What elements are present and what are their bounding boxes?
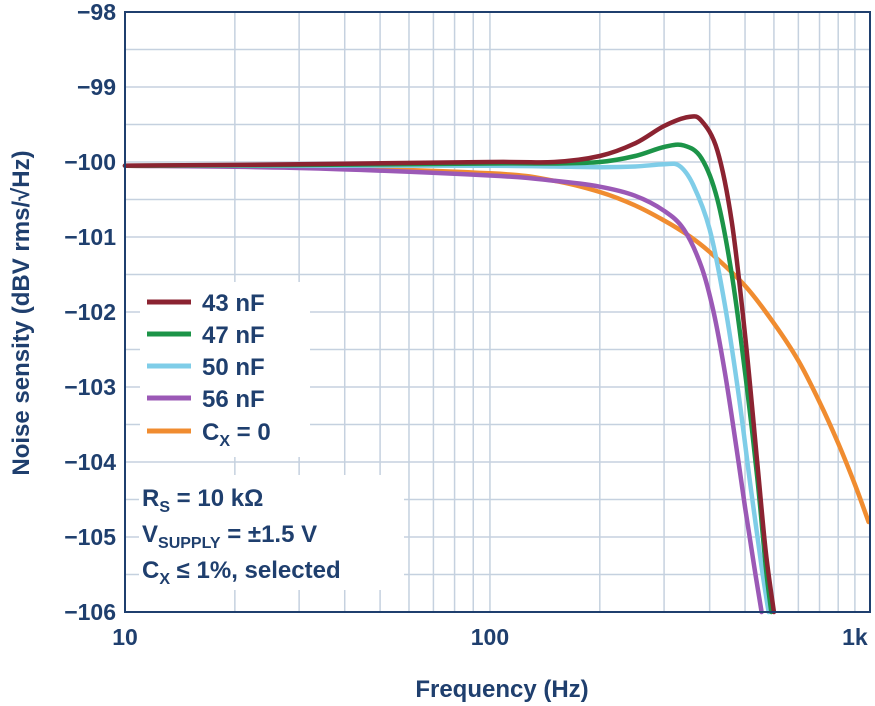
data-series (122, 114, 871, 615)
x-tick-label: 10 (112, 624, 138, 650)
y-tick-label: −99 (77, 74, 116, 100)
series-line-43-nf (122, 114, 777, 615)
y-axis-title: Noise sensity (dBV rms/√Hz) (8, 150, 35, 475)
y-tick-label: −104 (64, 449, 116, 475)
y-tick-label: −100 (64, 149, 116, 175)
y-tick-label: −105 (64, 524, 116, 550)
y-tick-labels: −98 −99 −100 −101 −102 −103 −104 −105 −106 (64, 0, 116, 625)
annotation-line: RS = 10 kΩ (142, 485, 263, 516)
legend-label: 50 nF (202, 354, 265, 381)
x-axis-title: Frequency (Hz) (415, 676, 588, 703)
legend-background (140, 282, 310, 457)
x-tick-label: 100 (471, 624, 509, 650)
grid-lines (125, 12, 870, 612)
annotation-line: CX ≤ 1%, selected (142, 557, 341, 588)
y-tick-label: −103 (64, 374, 116, 400)
x-tick-labels: 10 100 1k (112, 624, 868, 650)
y-tick-label: −98 (77, 0, 116, 25)
legend-label: 56 nF (202, 386, 265, 413)
y-tick-label: −106 (64, 599, 116, 625)
annotation-line: VSUPPLY = ±1.5 V (142, 521, 317, 552)
y-tick-label: −101 (64, 224, 116, 250)
conditions-annotation: RS = 10 kΩ VSUPPLY = ±1.5 V CX ≤ 1%, selec… (139, 475, 404, 590)
legend-label: 43 nF (202, 290, 265, 317)
plot-frame (124, 11, 871, 613)
y-tick-label: −102 (64, 299, 116, 325)
x-tick-label: 1k (842, 624, 868, 650)
series-line-56-nf (122, 163, 764, 615)
legend: 43 nF 47 nF 50 nF 56 nF CX = 0 (140, 282, 310, 457)
legend-label: 47 nF (202, 322, 265, 349)
legend-label: CX = 0 (202, 419, 271, 450)
annotation-background (139, 475, 404, 590)
